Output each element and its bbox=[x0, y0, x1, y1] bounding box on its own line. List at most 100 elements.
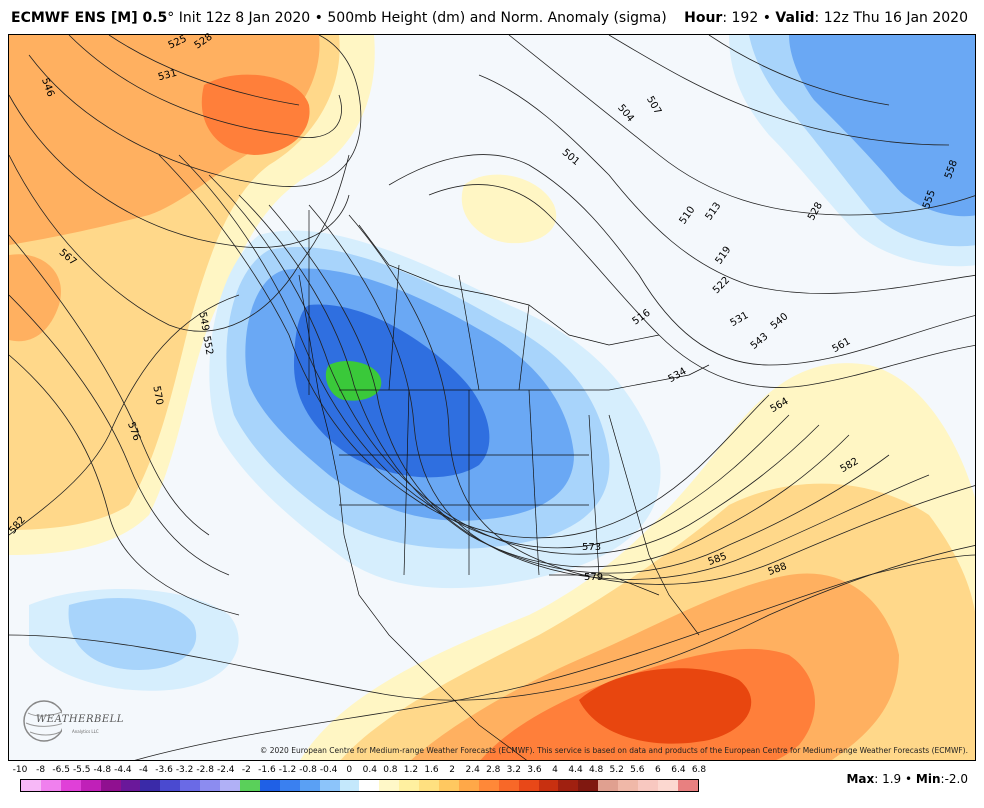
valid-label: Valid bbox=[775, 10, 815, 26]
colorbar-label: 2 bbox=[449, 765, 455, 775]
colorbar-swatch bbox=[439, 780, 459, 791]
colorbar-swatch bbox=[299, 780, 320, 791]
colorbar-swatch bbox=[598, 780, 619, 791]
colorbar-label: -4.4 bbox=[114, 765, 132, 775]
colorbar-swatch bbox=[259, 780, 280, 791]
colorbar-label: 2.8 bbox=[486, 765, 501, 775]
degree-sign: ° bbox=[167, 10, 175, 26]
colorbar-label: 5.6 bbox=[630, 765, 645, 775]
colorbar-swatch bbox=[120, 780, 141, 791]
colorbar-swatch bbox=[180, 780, 201, 791]
max-value: : 1.9 bbox=[874, 772, 902, 786]
colorbar-label: -2 bbox=[241, 765, 251, 775]
colorbar-swatch bbox=[359, 780, 380, 791]
colorbar-label: 6.4 bbox=[671, 765, 686, 775]
colorbar-label: 5.2 bbox=[609, 765, 624, 775]
negative-anomaly-atlantic bbox=[729, 35, 975, 267]
header: ECMWF ENS [M] 0.5° Init 12z 8 Jan 2020 •… bbox=[0, 0, 984, 34]
colorbar-swatch bbox=[399, 780, 420, 791]
colorbar-label: -3.6 bbox=[155, 765, 173, 775]
colorbar-label: -3.2 bbox=[175, 765, 194, 775]
colorbar-label: -4 bbox=[138, 765, 148, 775]
colorbar-swatch bbox=[618, 780, 639, 791]
colorbar-swatch bbox=[160, 780, 181, 791]
weatherbell-logo: WEATHERBELL Analytics LLC bbox=[22, 698, 123, 744]
colorbar-swatch bbox=[458, 780, 479, 791]
valid-value: : 12z Thu 16 Jan 2020 bbox=[814, 10, 968, 26]
colorbar-label: 4 bbox=[552, 765, 558, 775]
colorbar-swatch bbox=[339, 780, 360, 791]
colorbar-swatch bbox=[279, 780, 300, 791]
colorbar-swatch bbox=[220, 780, 240, 791]
init-time: Init 12z 8 Jan 2020 bbox=[178, 10, 311, 26]
colorbar-label: 6.8 bbox=[691, 765, 707, 775]
colorbar-label: -0.4 bbox=[319, 765, 338, 775]
copyright-notice: © 2020 European Centre for Medium-range … bbox=[259, 746, 968, 755]
colorbar-label: -1.6 bbox=[258, 765, 276, 775]
forecast-map bbox=[8, 34, 976, 761]
colorbar-label: -1.2 bbox=[278, 765, 297, 775]
positive-anomaly-alaska bbox=[9, 35, 375, 555]
negative-anomaly-pacific bbox=[29, 588, 239, 691]
country-borders bbox=[298, 210, 710, 760]
colorbar-swatch bbox=[319, 780, 340, 791]
bullet: • bbox=[905, 772, 913, 786]
colorbar-label: 0.4 bbox=[362, 765, 377, 775]
colorbar-swatch bbox=[80, 780, 101, 791]
logo-subtext: Analytics LLC bbox=[72, 729, 99, 734]
bullet: • bbox=[314, 10, 323, 26]
product-name: 500mb Height (dm) and Norm. Anomaly (sig… bbox=[327, 10, 667, 26]
colorbar-swatch bbox=[658, 780, 678, 791]
title: ECMWF ENS [M] 0.5° Init 12z 8 Jan 2020 •… bbox=[11, 10, 667, 26]
colorbar-swatch bbox=[498, 780, 519, 791]
min-value: :-2.0 bbox=[940, 772, 968, 786]
colorbar-swatch bbox=[100, 780, 121, 791]
colorbar-label: 3.2 bbox=[506, 765, 521, 775]
colorbar-swatch bbox=[140, 780, 161, 791]
colorbar-label: 1.2 bbox=[403, 765, 419, 775]
colorbar-swatch bbox=[638, 780, 658, 791]
positive-anomaly-hudson bbox=[461, 174, 557, 244]
colorbar-swatch bbox=[200, 780, 221, 791]
colorbar-label: 2.4 bbox=[465, 765, 480, 775]
colorbar-label: -4.8 bbox=[93, 765, 112, 775]
colorbar-label: -8 bbox=[36, 765, 46, 775]
colorbar-label: -6.5 bbox=[52, 765, 70, 775]
colorbar-swatch bbox=[419, 780, 440, 791]
colorbar-label: 4.4 bbox=[568, 765, 583, 775]
colorbar-swatch bbox=[677, 780, 698, 791]
colorbar-label: 0.8 bbox=[383, 765, 398, 775]
colorbar-swatch bbox=[558, 780, 579, 791]
colorbar-swatch bbox=[518, 780, 539, 791]
valid-time: Hour: 192 • Valid: 12z Thu 16 Jan 2020 bbox=[684, 10, 968, 26]
min-label: Min bbox=[915, 772, 941, 786]
colorbar-labels: -10 -8 -6.5 -5.5 -4.8 -4.4 -4 -3.6 -3.2 -2.8 -2.4-… bbox=[10, 765, 710, 777]
colorbar-swatch bbox=[538, 780, 559, 791]
max-label: Max bbox=[846, 772, 875, 786]
colorbar-swatch bbox=[21, 780, 41, 791]
colorbar-label: 6 bbox=[654, 765, 661, 775]
hour-value: : 192 bbox=[722, 10, 759, 26]
bullet: • bbox=[762, 10, 771, 26]
colorbar bbox=[20, 779, 699, 792]
logo-text: WEATHERBELL bbox=[36, 714, 124, 725]
model-name: ECMWF ENS [M] 0.5 bbox=[11, 10, 168, 26]
colorbar-label: 1.6 bbox=[424, 765, 439, 775]
colorbar-swatch bbox=[40, 780, 61, 791]
colorbar-swatch bbox=[379, 780, 400, 791]
positive-anomaly-southeast bbox=[300, 363, 975, 760]
colorbar-swatch bbox=[60, 780, 81, 791]
globe-icon bbox=[23, 700, 62, 742]
colorbar-label: -2.4 bbox=[216, 765, 235, 775]
colorbar-label: 3.6 bbox=[527, 765, 542, 775]
colorbar-label: 4.8 bbox=[588, 765, 604, 775]
colorbar-swatch bbox=[578, 780, 599, 791]
colorbar-swatch bbox=[239, 780, 260, 791]
colorbar-swatch bbox=[478, 780, 499, 791]
colorbar-label: -2.8 bbox=[196, 765, 214, 775]
max-min-stats: Max: 1.9 • Min:-2.0 bbox=[846, 772, 968, 786]
colorbar-label: -10 bbox=[12, 765, 28, 775]
hour-label: Hour bbox=[684, 10, 723, 26]
colorbar-label: -0.8 bbox=[299, 765, 317, 775]
colorbar-label: -5.5 bbox=[72, 765, 91, 775]
